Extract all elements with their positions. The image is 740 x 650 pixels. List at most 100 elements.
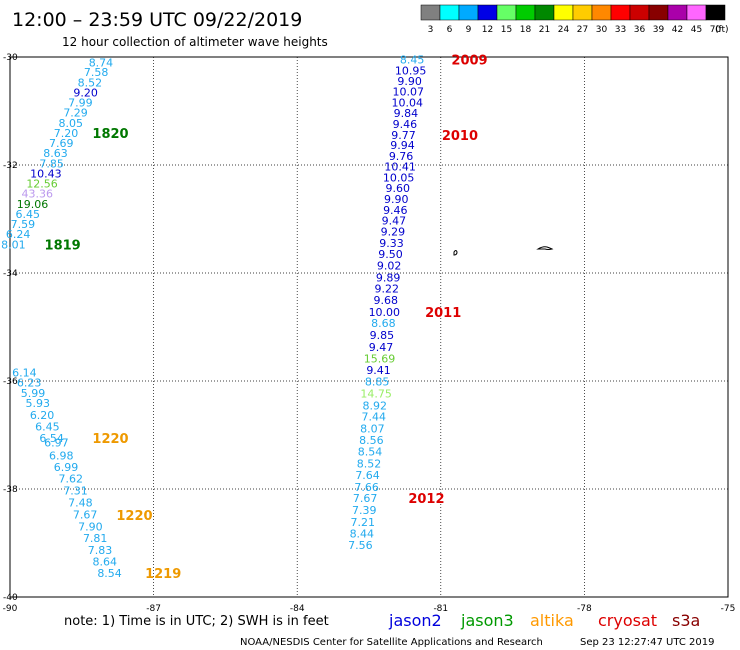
wave-height-reading: 6.45 (35, 420, 60, 433)
legend-label: 36 (634, 25, 646, 35)
wave-height-reading: 8.01 (1, 238, 26, 251)
pass-time-label: 2011 (425, 306, 461, 321)
legend-swatch (572, 4, 593, 21)
wave-height-reading: 7.67 (73, 508, 98, 521)
wave-height-reading: 43.36 (22, 188, 54, 201)
wave-height-reading: 7.62 (59, 473, 84, 486)
wave-height-reading: 10.95 (395, 65, 427, 78)
footer-credit: NOAA/NESDIS Center for Satellite Applica… (240, 637, 543, 648)
wave-height-reading: 9.46 (393, 118, 418, 131)
wave-height-readings: 8.747.588.529.207.997.298.057.207.698.63… (1, 54, 426, 581)
wave-height-reading: 6.24 (6, 228, 31, 241)
legend-swatch (439, 4, 460, 21)
wave-height-reading: 5.93 (26, 397, 51, 410)
pass-time-label: 2010 (442, 129, 478, 144)
lon-tick-label: -75 (721, 604, 736, 614)
wave-height-reading: 6.98 (49, 450, 74, 463)
wave-height-reading: 7.31 (63, 485, 88, 498)
pass-time-label: 1220 (116, 509, 152, 524)
wave-height-reading: 9.33 (379, 237, 404, 250)
wave-height-reading: 9.89 (376, 271, 401, 284)
wave-height-reading: 10.41 (384, 161, 416, 174)
wave-height-reading: 8.05 (59, 117, 84, 130)
wave-height-reading: 10.43 (30, 168, 62, 181)
wave-height-reading: 9.20 (73, 87, 98, 100)
wave-height-reading: 12.56 (26, 177, 58, 190)
legend-swatch (477, 4, 498, 21)
legend-label: 6 (447, 25, 453, 35)
wave-height-reading: 7.44 (362, 411, 387, 424)
lon-tick-label: -87 (146, 604, 161, 614)
legend-label: 33 (615, 25, 626, 35)
wave-height-reading: 8.74 (89, 56, 114, 69)
lat-tick-label: -36 (3, 377, 18, 387)
wave-height-reading: 8.45 (400, 54, 425, 67)
wave-height-reading: 9.02 (377, 259, 402, 272)
wave-height-reading: 8.52 (78, 76, 103, 89)
pass-time-label: 1819 (45, 238, 81, 253)
lat-tick-label: -38 (3, 485, 18, 495)
wave-height-reading: 14.75 (360, 387, 392, 400)
legend-swatch (515, 4, 536, 21)
lat-tick-label: -34 (3, 269, 18, 279)
wave-height-reading: 9.22 (374, 283, 399, 296)
pass-time-label: 1820 (92, 127, 128, 142)
wave-height-reading: 8.63 (43, 147, 68, 160)
legend-label: 21 (539, 25, 550, 35)
pass-time-label: 2012 (408, 492, 444, 507)
pass-time-label: 1220 (92, 432, 128, 447)
lon-tick-label: -90 (3, 604, 18, 614)
wave-height-reading: 9.47 (382, 215, 407, 228)
lat-tick-label: -32 (3, 161, 18, 171)
wave-height-reading: 6.14 (12, 366, 37, 379)
wave-height-reading: 8.85 (365, 376, 390, 389)
wave-height-reading: 10.00 (369, 306, 401, 319)
wave-height-reading: 6.97 (44, 437, 69, 450)
wave-height-reading: 7.29 (63, 107, 88, 120)
legend-label: 3 (428, 25, 434, 35)
legend-swatch (591, 4, 612, 21)
wave-height-reading: 7.64 (355, 469, 380, 482)
page-subtitle: 12 hour collection of altimeter wave hei… (62, 35, 328, 49)
wave-height-reading: 7.56 (348, 539, 373, 552)
wave-height-reading: 9.90 (384, 193, 409, 206)
wave-height-reading: 15.69 (364, 352, 396, 365)
wave-height-reading: 6.20 (30, 409, 55, 422)
wave-height-reading: 9.41 (366, 364, 391, 377)
legend-label: 42 (672, 25, 683, 35)
wave-height-reading: 7.67 (353, 492, 378, 505)
wave-height-reading: 7.83 (88, 544, 113, 557)
island-medium (536, 246, 554, 250)
wave-height-reading: 7.85 (39, 157, 64, 170)
legend-label: 12 (482, 25, 493, 35)
wave-height-reading: 7.39 (352, 504, 377, 517)
wave-height-reading: 8.56 (359, 434, 384, 447)
wave-height-reading: 6.99 (54, 461, 79, 474)
wave-height-reading: 8.54 (97, 567, 122, 580)
legend-label: 45 (691, 25, 702, 35)
lon-tick-label: -81 (433, 604, 448, 614)
wave-height-reading: 9.50 (378, 248, 403, 261)
map-frame (9, 56, 729, 598)
wave-height-reading: 7.21 (351, 516, 376, 529)
wave-height-reading: 19.06 (17, 198, 49, 211)
island-small (453, 250, 458, 256)
legend-label: 30 (596, 25, 608, 35)
wave-height-reading: 8.52 (357, 458, 382, 471)
wave-height-reading: 9.77 (391, 129, 416, 142)
wave-height-reading: 7.20 (54, 127, 79, 140)
legend-label: 24 (558, 25, 570, 35)
lat-lon-grid: -90 -87 -84 -81 -78 -75 -30 -32 -34 -36 -38 -40 (3, 53, 736, 614)
pass-time-label: 1219 (145, 567, 181, 582)
legend-label: 18 (520, 25, 532, 35)
wave-height-reading: 7.90 (78, 520, 103, 533)
legend-swatch (705, 4, 726, 21)
legend-swatch (667, 4, 688, 21)
lon-tick-label: -84 (290, 604, 305, 614)
wave-height-reading: 10.05 (383, 171, 415, 184)
lat-tick-label: -30 (3, 53, 18, 63)
wave-height-reading: 7.69 (49, 137, 74, 150)
satellite-altika-label: altika (530, 611, 574, 630)
wave-height-reading: 9.84 (394, 107, 419, 120)
wave-height-reading: 9.94 (390, 139, 415, 152)
